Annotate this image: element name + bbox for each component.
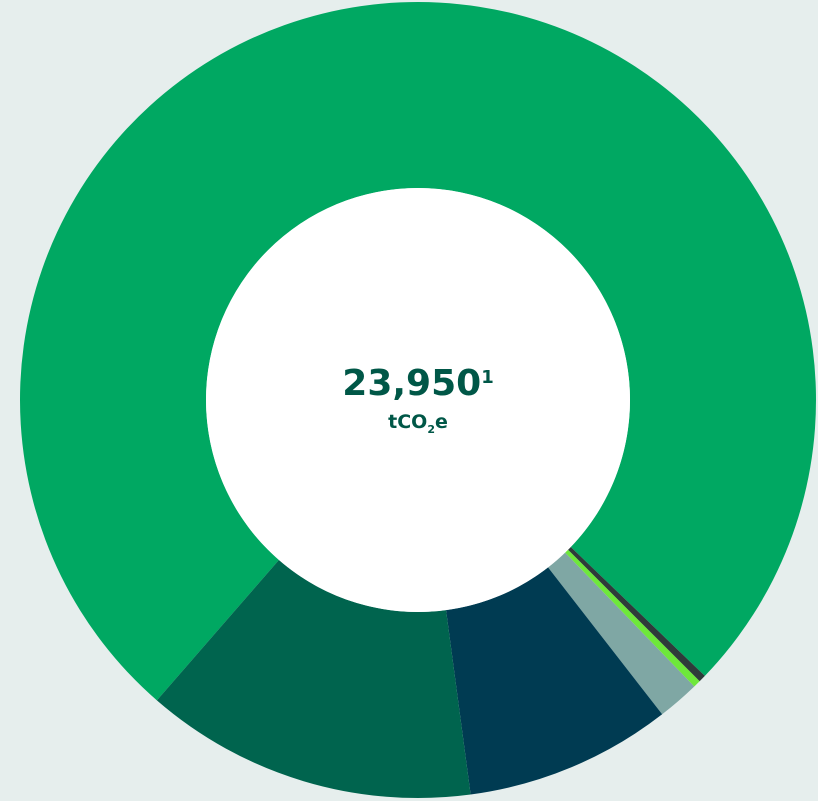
donut-slice (156, 559, 471, 798)
donut-slice (565, 549, 700, 687)
donut (20, 2, 817, 798)
unit-base: tCO (388, 411, 427, 433)
donut-slice (568, 546, 705, 682)
donut-slice (20, 2, 817, 701)
center-label: 23,9501 (342, 363, 493, 404)
donut-slice (446, 567, 663, 795)
unit-label: tCO2e (388, 411, 448, 436)
unit-subscript: 2 (427, 423, 435, 436)
unit-end: e (435, 411, 448, 433)
donut-hole (206, 188, 630, 612)
donut-slice (548, 552, 695, 715)
center-value: 23,950 (342, 363, 481, 404)
footnote-mark: 1 (481, 367, 494, 388)
